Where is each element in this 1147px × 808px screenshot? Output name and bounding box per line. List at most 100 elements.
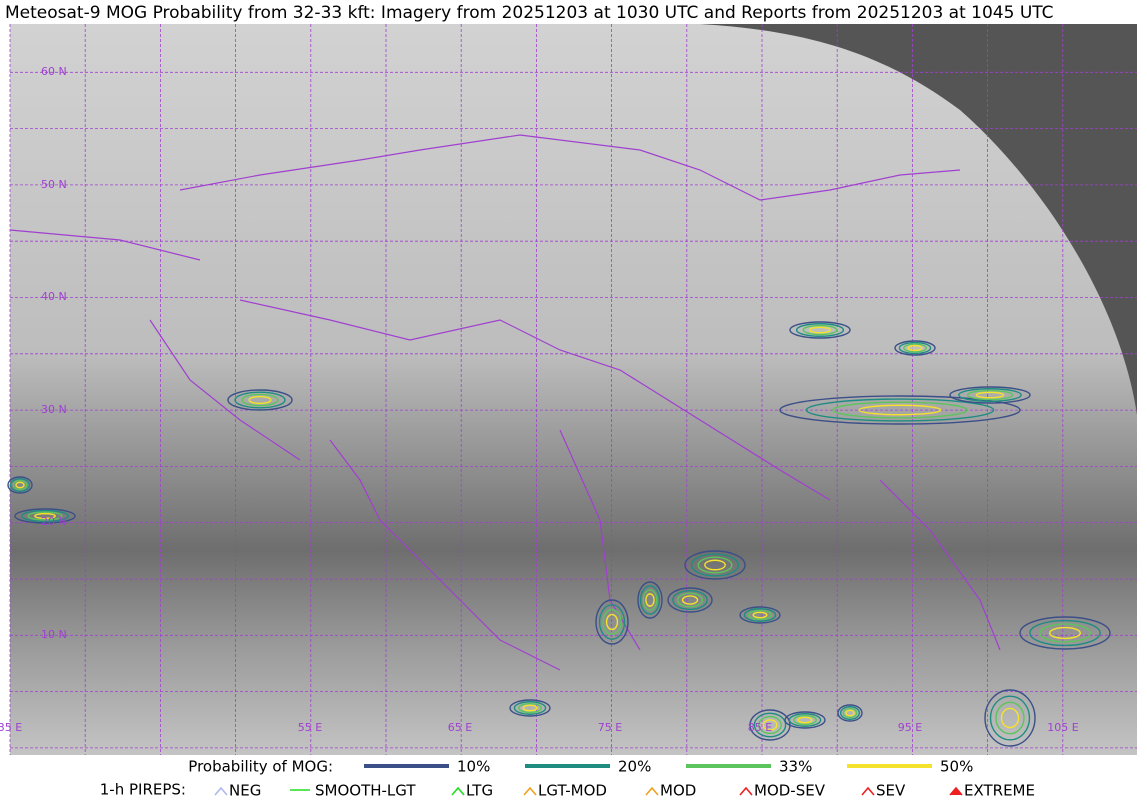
probability-contour <box>642 589 658 611</box>
probability-contour <box>690 553 740 577</box>
probability-contour <box>681 595 699 605</box>
pirep-icon <box>861 786 875 796</box>
probability-contour <box>605 613 619 631</box>
probability-contour <box>789 321 851 339</box>
probability-contour <box>832 401 968 419</box>
legend-label: 33% <box>779 758 812 776</box>
probability-contour <box>809 326 831 334</box>
probability-contour <box>793 714 817 726</box>
lon-label: 95 E <box>898 721 922 734</box>
title: Meteosat-9 MOG Probability from 32-33 kf… <box>5 3 1054 23</box>
probability-contour <box>15 481 25 489</box>
probability-contour <box>842 707 858 719</box>
probability-contour <box>667 587 713 613</box>
lon-label: 105 E <box>1047 721 1078 734</box>
legend-label: SEV <box>876 782 906 800</box>
probability-contour <box>513 701 547 715</box>
probability-contour <box>595 599 629 645</box>
probability-contour <box>227 389 293 411</box>
legend-title: 1-h PIREPS: <box>100 781 186 799</box>
probability-contour <box>795 323 845 337</box>
probability-contour <box>1029 619 1101 647</box>
probability-contour <box>845 709 855 717</box>
probability-contour <box>989 695 1031 741</box>
probability-contour <box>797 716 813 724</box>
lon-label: 35 E <box>0 721 22 734</box>
probability-contour <box>753 712 787 738</box>
legend-label: MOD-SEV <box>754 782 826 800</box>
pirep-icon <box>949 786 963 796</box>
pirep-icon <box>214 786 228 796</box>
probability-contour <box>241 393 279 407</box>
probability-contour <box>858 404 942 416</box>
probability-contour <box>34 512 56 520</box>
no-data-region <box>700 24 1137 415</box>
lat-label: 10 N <box>41 628 67 641</box>
probability-contour <box>1019 616 1111 650</box>
probability-contour <box>758 715 782 735</box>
probability-contour <box>704 559 726 571</box>
lat-label: 30 N <box>41 403 67 416</box>
probability-contour <box>805 398 995 422</box>
probability-contour <box>739 606 781 624</box>
legend-label: NEG <box>229 782 261 800</box>
probability-contour <box>1048 626 1081 640</box>
pirep-icon <box>451 786 465 796</box>
probability-contour <box>684 550 746 580</box>
legend-label: 20% <box>618 758 651 776</box>
lon-label: 85 E <box>748 721 772 734</box>
probability-contour <box>676 592 704 608</box>
legend-label: EXTREME <box>964 782 1035 800</box>
lat-label: 60 N <box>41 65 67 78</box>
pirep-icon <box>523 786 537 796</box>
probability-contour <box>837 704 863 722</box>
lon-label: 65 E <box>448 721 472 734</box>
borders <box>9 134 1001 671</box>
pirep-icon <box>645 786 659 796</box>
probability-contour <box>248 395 272 405</box>
probability-contour <box>995 701 1025 735</box>
legend-label: SMOOTH-LGT <box>315 782 416 800</box>
probability-contour <box>984 689 1036 747</box>
lon-label: 55 E <box>298 721 322 734</box>
probability-contour <box>966 389 1014 401</box>
probability-contour <box>27 511 63 521</box>
probability-contour <box>907 344 923 352</box>
probability-contour <box>672 589 708 611</box>
probability-contour <box>802 324 838 336</box>
probability-contour <box>12 479 28 491</box>
probability-contour <box>748 609 772 621</box>
probability-contour <box>645 593 655 607</box>
probability-contour <box>903 343 927 353</box>
probability-contour <box>602 608 622 636</box>
probability-contour <box>975 391 1005 399</box>
probability-contour <box>234 391 286 409</box>
legend-title: Probability of MOG: <box>188 758 333 776</box>
probability-contour <box>894 340 936 356</box>
probability-contour <box>788 713 822 727</box>
probability-contour <box>1039 623 1091 643</box>
legend-label: 10% <box>457 758 490 776</box>
probability-contour <box>1000 707 1020 729</box>
probability-contour <box>779 395 1021 425</box>
probability-contour <box>7 476 33 494</box>
pirep-icon <box>739 786 753 796</box>
satellite-image <box>10 24 1137 755</box>
legend-label: LTG <box>466 782 493 800</box>
lat-label: 20 N <box>41 515 67 528</box>
lat-label: 40 N <box>41 290 67 303</box>
probability-contour <box>898 341 932 355</box>
legend-label: MOD <box>660 782 696 800</box>
probability-contour <box>518 702 542 714</box>
probability-contour <box>20 509 70 523</box>
probability-contour <box>639 585 661 615</box>
probability-contour <box>762 719 778 731</box>
lat-label: 50 N <box>41 178 67 191</box>
probability-contour <box>949 386 1031 404</box>
legend-label: 50% <box>940 758 973 776</box>
probability-contour <box>784 711 826 729</box>
probability-contour <box>752 611 768 619</box>
lon-label: 75 E <box>598 721 622 734</box>
